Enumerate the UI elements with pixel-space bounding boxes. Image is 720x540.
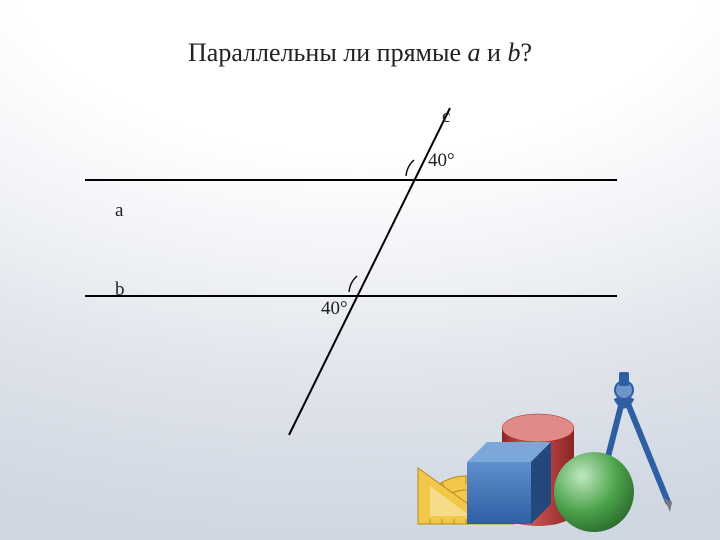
sphere-icon (554, 452, 634, 532)
decor-shapes (0, 0, 720, 540)
slide: Параллельны ли прямые а и b? a b с 40° 4… (0, 0, 720, 540)
cube-icon (467, 442, 551, 524)
